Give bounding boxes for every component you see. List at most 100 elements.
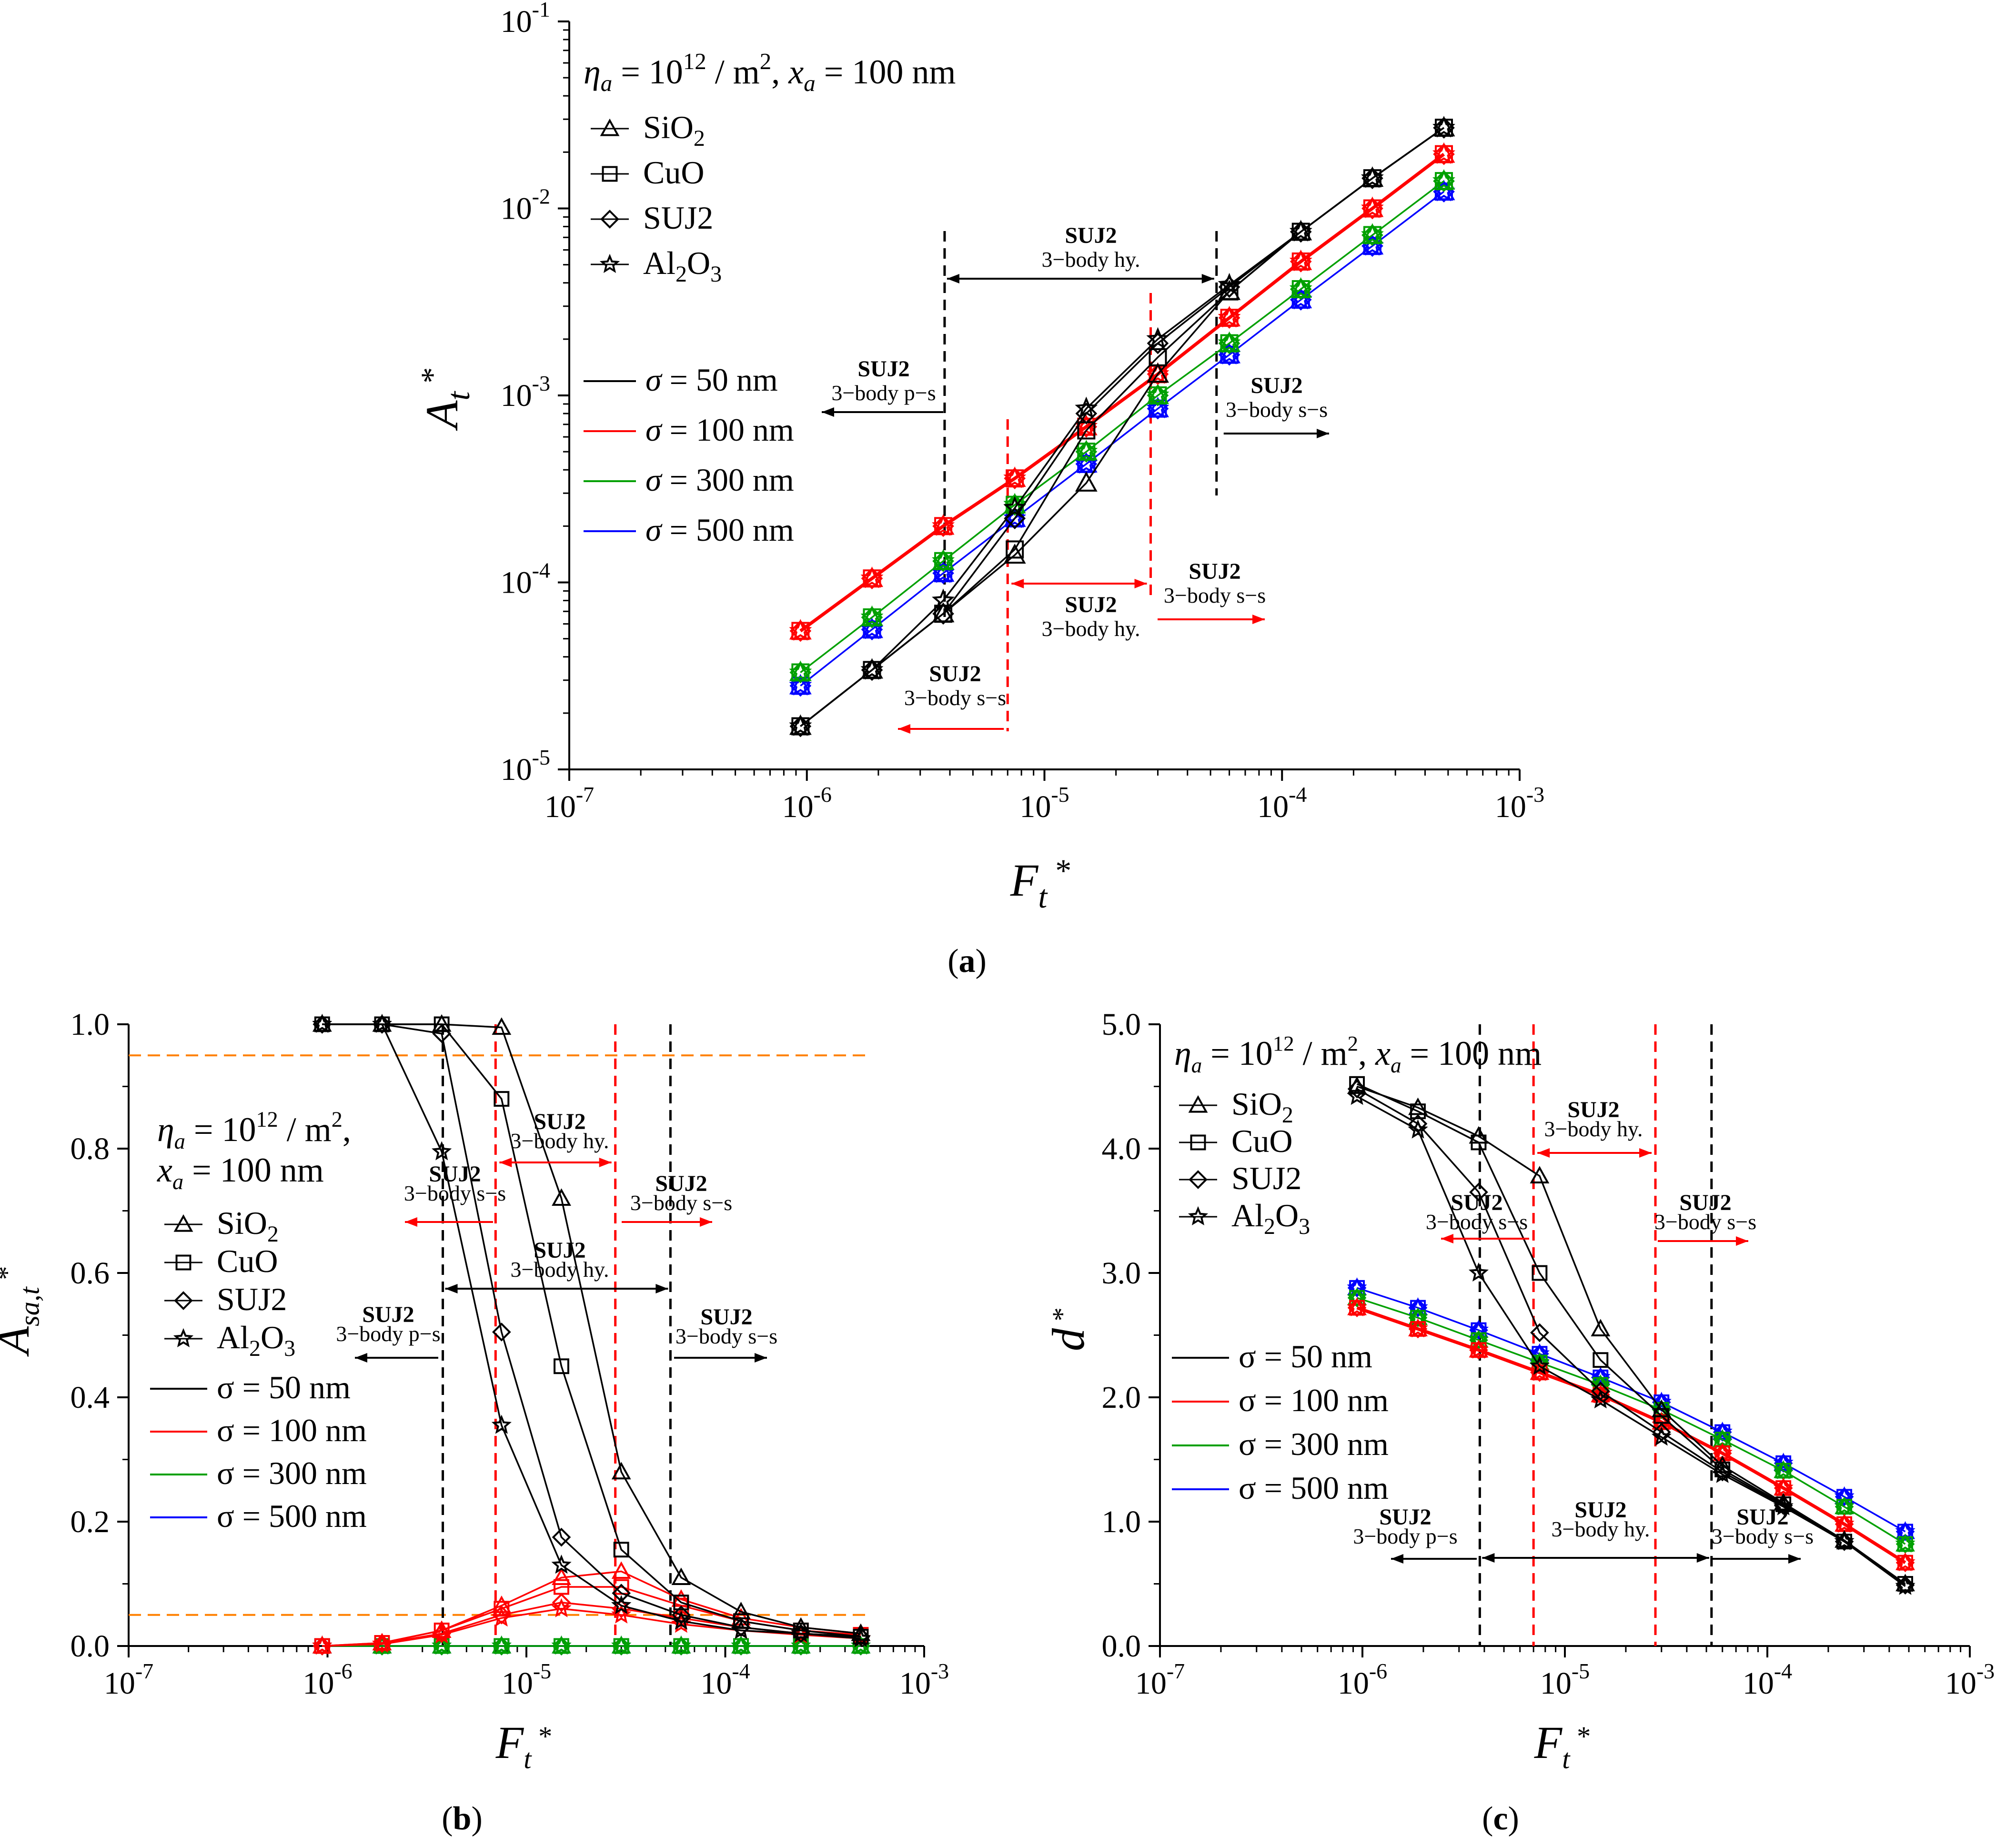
legend-material-label: CuO: [1231, 1123, 1292, 1159]
square-marker: [1471, 1134, 1487, 1151]
triangle-marker: [552, 1567, 571, 1585]
square-marker: [1532, 1265, 1548, 1281]
star-marker: [932, 588, 955, 610]
chart-b: 10-7 10-6 10-5 10-4 10-3 0.0 0.2 0.4 0.6 0.8 1.0 ηa…: [0, 1007, 949, 1837]
regime-label: 3−body hy.: [1552, 1517, 1650, 1541]
series-line: [1357, 1287, 1906, 1533]
star-marker: [1188, 1206, 1209, 1226]
star-marker: [789, 674, 812, 696]
star-marker: [1773, 1496, 1794, 1515]
regime-label: 3−body hy.: [1042, 247, 1140, 272]
legend-sigma-label: σ = 300 nm: [217, 1455, 367, 1491]
parameter-annotation: ηa = 1012 / m2, xa = 100 nm: [584, 48, 956, 96]
triangle-marker: [1591, 1319, 1611, 1337]
regime-title: SUJ2: [429, 1161, 481, 1187]
series-line: [322, 1023, 861, 1638]
regime-title: SUJ2: [1574, 1497, 1626, 1523]
triangle-marker: [173, 1214, 193, 1232]
y-tick-label: 5.0: [1102, 1007, 1141, 1042]
regime-title: SUJ2: [362, 1302, 414, 1327]
diamond-marker: [600, 210, 619, 229]
regime-arrow-head: [1134, 579, 1147, 588]
diamond-marker: [1530, 1323, 1549, 1343]
series-line: [322, 1586, 861, 1647]
star-marker: [1003, 466, 1027, 488]
regime-arrow-head: [822, 407, 834, 417]
diamond-marker: [174, 1291, 193, 1310]
star-marker: [1146, 383, 1169, 405]
series-line: [322, 1023, 861, 1640]
star-marker: [1651, 1411, 1672, 1431]
diamond-marker: [1774, 1496, 1793, 1515]
star-marker: [1003, 496, 1027, 518]
regime-label: 3−body hy.: [511, 1257, 609, 1282]
x-axis-label: Ft *: [1010, 852, 1072, 915]
regime-label: 3−body hy.: [1544, 1117, 1643, 1141]
regime-arrow-head: [405, 1217, 417, 1227]
regime-arrow-head: [1441, 1234, 1453, 1243]
legend-sigma-label: σ = 500 nm: [645, 512, 794, 548]
legend-sigma-label: σ = 300 nm: [645, 462, 794, 498]
legend-material-label: SiO2: [1231, 1086, 1293, 1128]
series-line: [800, 180, 1445, 673]
regime-title: SUJ2: [1189, 559, 1240, 584]
regime-arrow-head: [445, 1284, 458, 1293]
star-marker: [1075, 440, 1098, 462]
triangle-marker: [1075, 471, 1098, 492]
legend-sigma-label: σ = 100 nm: [217, 1412, 367, 1448]
series-line: [800, 191, 1445, 687]
series-line: [1357, 1297, 1906, 1545]
star-marker: [372, 1013, 393, 1033]
triangle-marker: [600, 118, 620, 136]
star-marker: [551, 1555, 572, 1574]
star-marker: [1590, 1389, 1611, 1409]
triangle-marker: [1147, 363, 1169, 383]
star-marker: [551, 1598, 572, 1617]
diamond-marker: [492, 1605, 511, 1625]
x-tick-label: 10-3: [1495, 782, 1544, 824]
y-tick-label: 0.8: [71, 1131, 110, 1166]
star-marker: [173, 1328, 194, 1348]
diamond-marker: [932, 603, 954, 625]
star-marker: [1361, 196, 1384, 218]
square-marker: [1349, 1076, 1365, 1092]
star-marker: [1347, 1086, 1367, 1105]
x-tick-label: 10-5: [502, 1659, 551, 1701]
legend-sigma-label: σ = 50 nm: [645, 362, 778, 398]
regime-title: SUJ2: [655, 1171, 707, 1196]
star-marker: [1895, 1552, 1915, 1572]
y-tick-label: 10-1: [501, 0, 550, 39]
diamond-marker: [672, 1605, 691, 1625]
square-marker: [433, 1016, 450, 1032]
regime-arrow-head: [1736, 1236, 1748, 1246]
x-tick-label: 10-7: [544, 782, 594, 824]
x-tick-label: 10-5: [1540, 1659, 1590, 1701]
star-marker: [1590, 1366, 1611, 1386]
series-line: [1356, 1095, 1906, 1587]
regime-title: SUJ2: [1250, 373, 1302, 398]
square-marker: [175, 1254, 192, 1271]
star-marker: [1773, 1460, 1794, 1479]
y-tick-label: 0.2: [71, 1505, 110, 1539]
star-marker: [850, 1628, 871, 1647]
x-tick-label: 10-4: [700, 1659, 750, 1701]
star-marker: [860, 658, 884, 680]
legend-sigma-label: σ = 500 nm: [1239, 1470, 1389, 1506]
star-marker: [1075, 396, 1098, 419]
regime-title: SUJ2: [1679, 1190, 1731, 1215]
regime-label: 3−body s−s: [1712, 1524, 1814, 1548]
regime-arrow-head: [1696, 1553, 1709, 1563]
diamond-marker: [1189, 1170, 1208, 1189]
diamond-marker: [1075, 403, 1098, 424]
series-line: [1357, 1085, 1906, 1585]
regime-label: 3−body s−s: [675, 1324, 777, 1348]
star-marker: [1468, 1262, 1489, 1282]
regime-arrow-head: [1537, 1148, 1550, 1158]
triangle-marker: [492, 1017, 512, 1035]
star-marker: [1289, 220, 1312, 242]
x-tick-label: 10-4: [1257, 782, 1307, 824]
legend-material-label: CuO: [643, 154, 704, 191]
star-marker: [432, 1141, 452, 1161]
series-line: [322, 1570, 861, 1647]
